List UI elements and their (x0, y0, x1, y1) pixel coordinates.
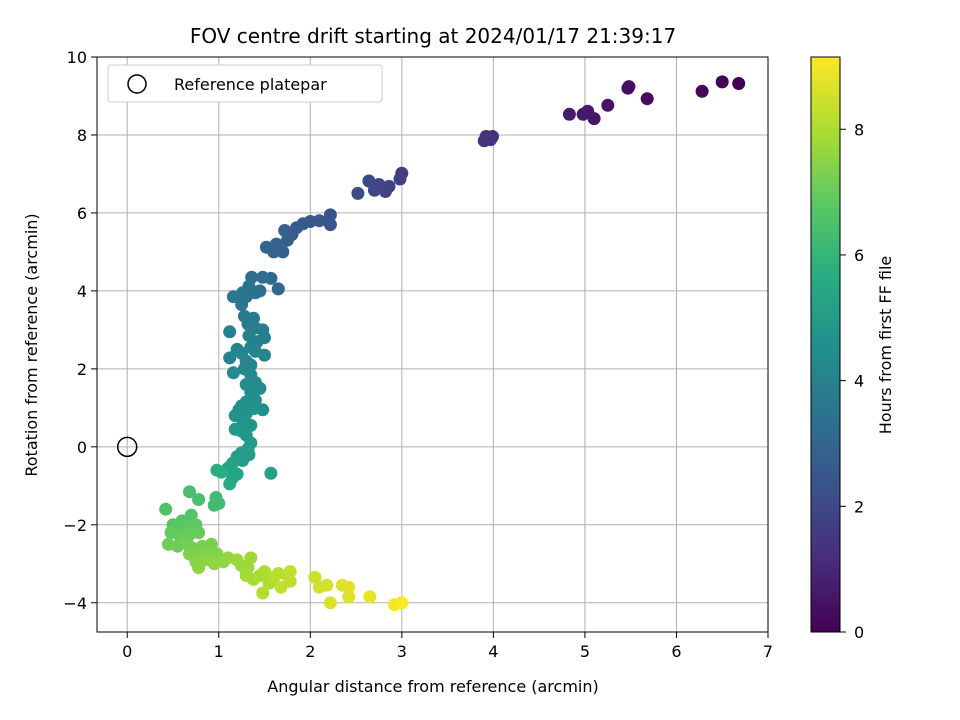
colorbar-tick-label: 2 (854, 497, 864, 516)
data-point (362, 174, 376, 188)
data-point (228, 422, 242, 436)
data-point (308, 570, 322, 584)
data-point (223, 325, 237, 339)
data-point (576, 107, 590, 121)
reference-platepar-point (116, 436, 138, 458)
colorbar-tick-label: 0 (854, 623, 864, 642)
grid-lines (97, 56, 769, 632)
data-point (363, 590, 377, 604)
y-tick-label: 2 (77, 360, 87, 379)
y-tick-label: −2 (63, 516, 87, 535)
data-point (226, 290, 240, 304)
y-tick-label: −4 (63, 594, 87, 613)
data-point (640, 92, 654, 106)
data-point (562, 107, 576, 121)
data-point (395, 596, 409, 610)
data-point (695, 84, 709, 98)
data-point (244, 551, 258, 565)
x-tick-label: 5 (580, 642, 590, 661)
data-point (278, 224, 292, 237)
y-axis-label: Rotation from reference (arcmin) (22, 213, 41, 476)
data-point (283, 574, 297, 588)
data-point (259, 240, 273, 254)
data-point (484, 133, 498, 147)
x-tick-label: 0 (122, 642, 132, 661)
data-point (351, 186, 365, 200)
colorbar-gradient (810, 56, 841, 633)
data-point (192, 561, 206, 575)
colorbar-tick-label: 6 (854, 246, 864, 265)
y-tick-label: 6 (77, 204, 87, 223)
colorbar-tick-label: 8 (854, 120, 864, 139)
x-tick-label: 6 (671, 642, 681, 661)
colorbar-ticks: 0 2 4 6 8 (840, 120, 864, 642)
data-point (159, 502, 173, 516)
x-axis-ticks: 0 1 2 3 4 5 6 7 (122, 632, 773, 661)
data-point (323, 208, 337, 222)
x-tick-label: 2 (305, 642, 315, 661)
data-point (323, 218, 337, 232)
data-point (256, 586, 270, 600)
data-point (621, 81, 635, 95)
data-point (235, 298, 249, 311)
data-point (215, 465, 228, 479)
data-point (256, 270, 270, 284)
legend: Reference platepar (107, 64, 383, 103)
x-tick-label: 3 (397, 642, 407, 661)
y-axis-ticks: −4 −2 0 2 4 6 8 10 (63, 48, 97, 613)
data-point (342, 590, 356, 604)
data-point (715, 75, 729, 89)
data-point (320, 578, 334, 592)
data-point (393, 172, 407, 186)
data-point (258, 348, 271, 362)
data-point (192, 526, 206, 540)
data-point (241, 317, 255, 331)
data-point (342, 580, 356, 594)
y-tick-label: 8 (77, 126, 87, 145)
data-point (242, 329, 256, 343)
data-point (171, 539, 185, 553)
x-tick-label: 7 (763, 642, 773, 661)
y-tick-label: 10 (67, 48, 87, 67)
colorbar-label: Hours from first FF file (876, 256, 895, 435)
y-tick-label: 0 (77, 438, 87, 457)
chart-title: FOV centre drift starting at 2024/01/17 … (190, 24, 676, 48)
data-point (271, 282, 285, 296)
legend-marker (127, 74, 147, 94)
data-point (236, 454, 250, 467)
data-point (207, 498, 221, 512)
data-point (601, 98, 615, 112)
data-point (192, 493, 206, 506)
data-point (223, 351, 237, 365)
x-axis-label: Angular distance from reference (arcmin) (267, 677, 598, 696)
y-tick-label: 4 (77, 282, 87, 301)
data-point (223, 477, 237, 491)
colorbar-tick-label: 4 (854, 372, 864, 391)
data-point (732, 77, 746, 90)
data-point (183, 485, 196, 499)
reference-marker (116, 436, 138, 458)
x-tick-label: 1 (214, 642, 224, 661)
plot-frame (96, 56, 769, 633)
legend-label: Reference platepar (174, 75, 327, 94)
data-point (323, 596, 337, 610)
data-point (274, 580, 288, 594)
data-point (226, 366, 240, 380)
data-points (159, 75, 746, 612)
legend-box (107, 64, 383, 103)
data-point (264, 466, 278, 480)
x-tick-label: 4 (488, 642, 498, 661)
data-point (283, 565, 297, 579)
colorbar: 0 2 4 6 8 Hours from first FF file (810, 56, 895, 642)
